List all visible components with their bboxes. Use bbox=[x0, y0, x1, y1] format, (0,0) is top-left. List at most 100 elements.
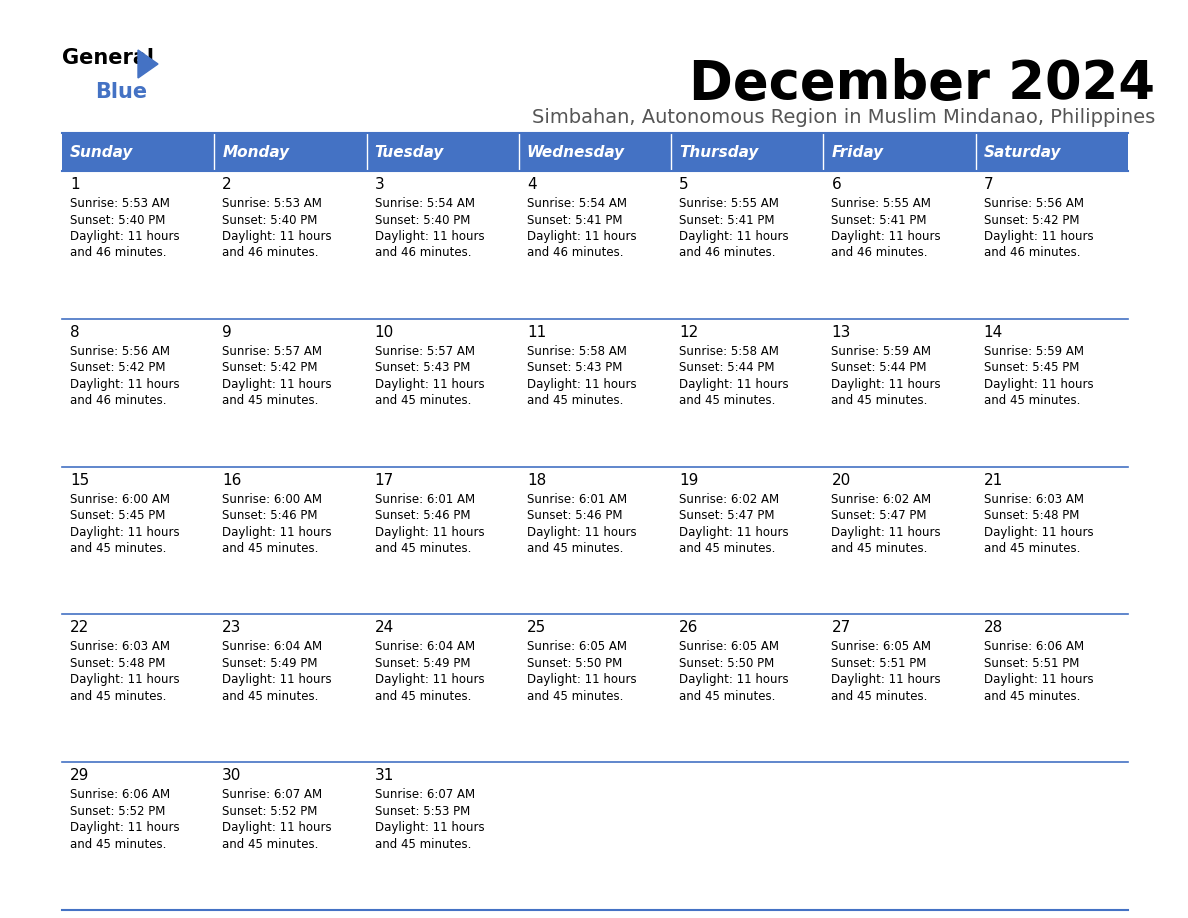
Text: Sunset: 5:43 PM: Sunset: 5:43 PM bbox=[374, 362, 470, 375]
Text: Daylight: 11 hours: Daylight: 11 hours bbox=[832, 378, 941, 391]
Text: Daylight: 11 hours: Daylight: 11 hours bbox=[680, 230, 789, 243]
Text: and 45 minutes.: and 45 minutes. bbox=[70, 838, 166, 851]
Text: Sunset: 5:50 PM: Sunset: 5:50 PM bbox=[680, 657, 775, 670]
Bar bbox=[975, 171, 1127, 319]
Text: 21: 21 bbox=[984, 473, 1003, 487]
Text: 6: 6 bbox=[832, 177, 841, 192]
Text: 8: 8 bbox=[70, 325, 80, 340]
Text: Sunrise: 5:58 AM: Sunrise: 5:58 AM bbox=[526, 345, 627, 358]
Text: and 45 minutes.: and 45 minutes. bbox=[374, 838, 470, 851]
Text: Sunday: Sunday bbox=[70, 144, 133, 160]
Text: Daylight: 11 hours: Daylight: 11 hours bbox=[222, 526, 331, 539]
Text: and 45 minutes.: and 45 minutes. bbox=[222, 690, 318, 703]
Text: Sunrise: 6:01 AM: Sunrise: 6:01 AM bbox=[374, 493, 475, 506]
Text: Saturday: Saturday bbox=[984, 144, 1061, 160]
Text: Sunrise: 6:01 AM: Sunrise: 6:01 AM bbox=[526, 493, 627, 506]
Bar bbox=[823, 614, 975, 762]
Bar bbox=[367, 171, 519, 319]
Text: Sunrise: 5:55 AM: Sunrise: 5:55 AM bbox=[832, 197, 931, 210]
Text: Daylight: 11 hours: Daylight: 11 hours bbox=[984, 378, 1093, 391]
Bar bbox=[823, 319, 975, 466]
Text: Sunrise: 5:58 AM: Sunrise: 5:58 AM bbox=[680, 345, 779, 358]
Text: Daylight: 11 hours: Daylight: 11 hours bbox=[984, 526, 1093, 539]
Text: 5: 5 bbox=[680, 177, 689, 192]
Text: and 46 minutes.: and 46 minutes. bbox=[70, 395, 166, 408]
Text: and 45 minutes.: and 45 minutes. bbox=[526, 543, 624, 555]
Bar bbox=[823, 762, 975, 910]
Text: Sunset: 5:48 PM: Sunset: 5:48 PM bbox=[984, 509, 1079, 522]
Text: Sunset: 5:40 PM: Sunset: 5:40 PM bbox=[222, 214, 317, 227]
Text: Sunrise: 6:04 AM: Sunrise: 6:04 AM bbox=[222, 641, 322, 654]
Text: 25: 25 bbox=[526, 621, 546, 635]
Text: and 46 minutes.: and 46 minutes. bbox=[526, 247, 624, 260]
Text: Sunset: 5:46 PM: Sunset: 5:46 PM bbox=[222, 509, 317, 522]
Text: 14: 14 bbox=[984, 325, 1003, 340]
Text: Sunrise: 6:02 AM: Sunrise: 6:02 AM bbox=[680, 493, 779, 506]
Bar bbox=[62, 762, 214, 910]
Text: 28: 28 bbox=[984, 621, 1003, 635]
Text: Daylight: 11 hours: Daylight: 11 hours bbox=[374, 674, 485, 687]
Text: and 45 minutes.: and 45 minutes. bbox=[222, 838, 318, 851]
Text: 27: 27 bbox=[832, 621, 851, 635]
Text: Sunrise: 6:07 AM: Sunrise: 6:07 AM bbox=[374, 789, 475, 801]
Text: Sunrise: 5:56 AM: Sunrise: 5:56 AM bbox=[70, 345, 170, 358]
Text: Sunset: 5:47 PM: Sunset: 5:47 PM bbox=[832, 509, 927, 522]
Bar bbox=[214, 133, 367, 171]
Text: and 45 minutes.: and 45 minutes. bbox=[832, 395, 928, 408]
Text: Sunrise: 6:00 AM: Sunrise: 6:00 AM bbox=[70, 493, 170, 506]
Text: 4: 4 bbox=[526, 177, 537, 192]
Text: Sunrise: 5:59 AM: Sunrise: 5:59 AM bbox=[984, 345, 1083, 358]
Text: Daylight: 11 hours: Daylight: 11 hours bbox=[70, 674, 179, 687]
Text: and 45 minutes.: and 45 minutes. bbox=[374, 395, 470, 408]
Text: and 46 minutes.: and 46 minutes. bbox=[222, 247, 318, 260]
Text: December 2024: December 2024 bbox=[689, 58, 1155, 110]
Text: Sunset: 5:50 PM: Sunset: 5:50 PM bbox=[526, 657, 623, 670]
Text: Sunset: 5:42 PM: Sunset: 5:42 PM bbox=[70, 362, 165, 375]
Text: Sunset: 5:52 PM: Sunset: 5:52 PM bbox=[222, 805, 317, 818]
Text: Sunset: 5:41 PM: Sunset: 5:41 PM bbox=[832, 214, 927, 227]
Text: Sunrise: 6:02 AM: Sunrise: 6:02 AM bbox=[832, 493, 931, 506]
Text: Sunset: 5:40 PM: Sunset: 5:40 PM bbox=[374, 214, 470, 227]
Text: 2: 2 bbox=[222, 177, 232, 192]
Text: 15: 15 bbox=[70, 473, 89, 487]
Text: 12: 12 bbox=[680, 325, 699, 340]
Bar bbox=[367, 614, 519, 762]
Text: and 46 minutes.: and 46 minutes. bbox=[680, 247, 776, 260]
Text: 19: 19 bbox=[680, 473, 699, 487]
Text: Daylight: 11 hours: Daylight: 11 hours bbox=[832, 526, 941, 539]
Bar bbox=[671, 614, 823, 762]
Text: and 45 minutes.: and 45 minutes. bbox=[680, 543, 776, 555]
Text: 16: 16 bbox=[222, 473, 241, 487]
Text: 7: 7 bbox=[984, 177, 993, 192]
Bar bbox=[367, 319, 519, 466]
Bar bbox=[671, 171, 823, 319]
Text: and 45 minutes.: and 45 minutes. bbox=[680, 690, 776, 703]
Text: Sunrise: 6:05 AM: Sunrise: 6:05 AM bbox=[832, 641, 931, 654]
Bar bbox=[519, 171, 671, 319]
Bar bbox=[62, 133, 214, 171]
Bar bbox=[519, 133, 671, 171]
Text: 17: 17 bbox=[374, 473, 393, 487]
Text: and 45 minutes.: and 45 minutes. bbox=[984, 690, 1080, 703]
Text: Sunrise: 5:55 AM: Sunrise: 5:55 AM bbox=[680, 197, 779, 210]
Bar bbox=[519, 319, 671, 466]
Text: Daylight: 11 hours: Daylight: 11 hours bbox=[680, 378, 789, 391]
Text: Wednesday: Wednesday bbox=[526, 144, 625, 160]
Bar bbox=[62, 319, 214, 466]
Text: Daylight: 11 hours: Daylight: 11 hours bbox=[70, 526, 179, 539]
Bar bbox=[671, 319, 823, 466]
Bar bbox=[671, 133, 823, 171]
Text: Daylight: 11 hours: Daylight: 11 hours bbox=[984, 674, 1093, 687]
Text: and 45 minutes.: and 45 minutes. bbox=[70, 690, 166, 703]
Text: Sunrise: 5:54 AM: Sunrise: 5:54 AM bbox=[526, 197, 627, 210]
Text: 31: 31 bbox=[374, 768, 394, 783]
Bar bbox=[62, 614, 214, 762]
Bar bbox=[975, 614, 1127, 762]
Bar bbox=[671, 762, 823, 910]
Text: Friday: Friday bbox=[832, 144, 884, 160]
Text: Sunrise: 5:53 AM: Sunrise: 5:53 AM bbox=[70, 197, 170, 210]
Bar bbox=[214, 614, 367, 762]
Bar bbox=[975, 466, 1127, 614]
Text: Sunset: 5:52 PM: Sunset: 5:52 PM bbox=[70, 805, 165, 818]
Text: Daylight: 11 hours: Daylight: 11 hours bbox=[832, 674, 941, 687]
